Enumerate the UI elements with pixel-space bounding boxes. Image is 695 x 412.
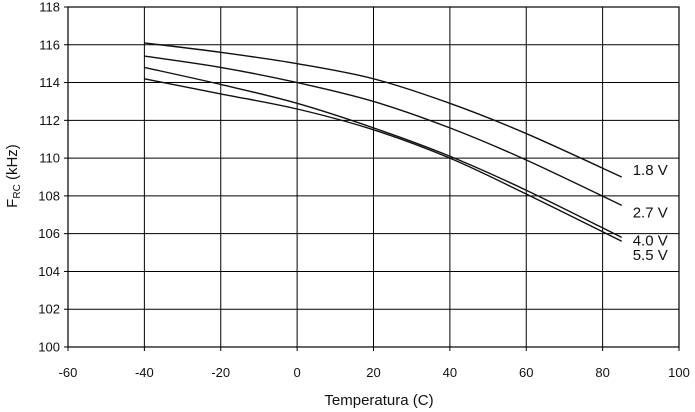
series-lines bbox=[144, 42, 623, 242]
x-tick-label: -20 bbox=[211, 365, 230, 380]
y-tick-label: 110 bbox=[39, 151, 60, 166]
axis-ticks: -60 -40 -20 0 20 40 60 80 100 100 102 104 106 108 110 1… bbox=[38, 0, 690, 380]
y-tick-label: 100 bbox=[38, 340, 60, 355]
y-axis-title-unit: (kHz) bbox=[4, 144, 21, 184]
y-tick-label: 116 bbox=[39, 37, 60, 52]
series-line-2-7-v bbox=[144, 55, 623, 206]
y-tick-label: 114 bbox=[39, 75, 60, 90]
x-tick-label: -40 bbox=[135, 365, 154, 380]
series-label-5-5-v: 5.5 V bbox=[633, 247, 668, 264]
grid bbox=[68, 7, 679, 347]
y-tick-label: 102 bbox=[38, 302, 60, 317]
x-tick-label: -60 bbox=[59, 365, 78, 380]
x-tick-label: 20 bbox=[366, 365, 380, 380]
x-tick-label: 0 bbox=[294, 365, 301, 380]
series-line-4-0-v bbox=[144, 66, 623, 239]
x-tick-label: 100 bbox=[668, 365, 690, 380]
series-line-5-5-v bbox=[144, 78, 623, 242]
series-label-4-0-v: 4.0 V bbox=[633, 232, 668, 249]
series-labels: 1.8 V 2.7 V 4.0 V5.5 V bbox=[633, 162, 668, 264]
y-tick-label: 112 bbox=[39, 113, 60, 128]
x-tick-label: 60 bbox=[519, 365, 533, 380]
y-tick-label: 118 bbox=[39, 0, 60, 15]
x-tick-label: 40 bbox=[443, 365, 457, 380]
y-tick-label: 106 bbox=[38, 226, 60, 241]
series-line-1-8-v bbox=[144, 42, 623, 178]
y-axis-title: FRC (kHz) bbox=[4, 144, 23, 208]
y-axis-title-subscript: RC bbox=[12, 184, 23, 198]
y-tick-label: 108 bbox=[38, 188, 60, 203]
x-axis-title: Temperatura (C) bbox=[324, 392, 433, 409]
series-label-2-7-v: 2.7 V bbox=[633, 204, 668, 221]
series-label-1-8-v: 1.8 V bbox=[633, 162, 668, 179]
y-tick-label: 104 bbox=[38, 264, 60, 279]
x-tick-label: 80 bbox=[595, 365, 609, 380]
y-axis-title-main: F bbox=[4, 199, 21, 208]
